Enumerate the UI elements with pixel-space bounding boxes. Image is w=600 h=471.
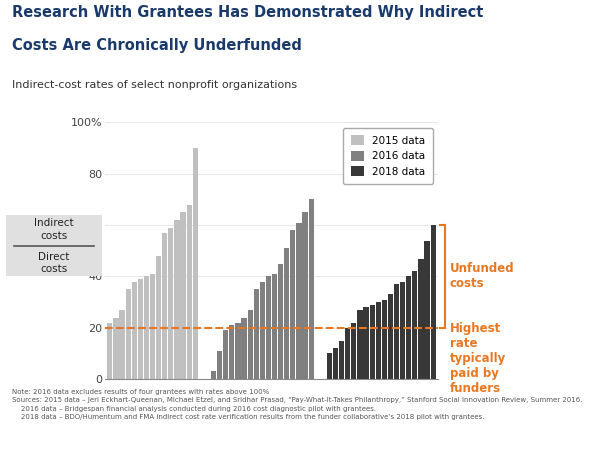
Text: Direct
costs: Direct costs	[38, 252, 70, 274]
Bar	[217, 351, 222, 379]
Bar	[376, 302, 381, 379]
Bar	[266, 276, 271, 379]
Bar	[211, 372, 216, 379]
Text: Note: 2016 data excludes results of four grantees with rates above 100%
Sources:: Note: 2016 data excludes results of four…	[12, 389, 583, 420]
Text: Research With Grantees Has Demonstrated Why Indirect: Research With Grantees Has Demonstrated …	[12, 5, 484, 20]
Bar	[150, 274, 155, 379]
Bar	[131, 282, 137, 379]
Bar	[107, 323, 112, 379]
Text: Highest
rate
typically
paid by
funders: Highest rate typically paid by funders	[450, 322, 506, 395]
Bar	[162, 233, 167, 379]
Bar	[278, 264, 283, 379]
Bar	[302, 212, 308, 379]
Bar	[308, 199, 314, 379]
Bar	[241, 317, 247, 379]
Text: Indirect-cost rates of select nonprofit organizations: Indirect-cost rates of select nonprofit …	[12, 80, 297, 90]
Bar	[138, 279, 143, 379]
Bar	[119, 310, 125, 379]
Bar	[272, 274, 277, 379]
Bar	[400, 282, 405, 379]
Text: Costs Are Chronically Underfunded: Costs Are Chronically Underfunded	[12, 38, 302, 53]
Bar	[424, 241, 430, 379]
Bar	[248, 310, 253, 379]
Bar	[339, 341, 344, 379]
Text: Unfunded
costs: Unfunded costs	[450, 262, 515, 291]
Bar	[156, 256, 161, 379]
Bar	[235, 323, 241, 379]
Bar	[168, 227, 173, 379]
Bar	[327, 353, 332, 379]
Bar	[113, 317, 119, 379]
Bar	[412, 271, 418, 379]
Bar	[406, 276, 412, 379]
Bar	[382, 300, 387, 379]
Bar	[175, 220, 179, 379]
Bar	[284, 248, 289, 379]
Bar	[187, 204, 192, 379]
Text: Indirect
costs: Indirect costs	[34, 219, 74, 241]
Bar	[418, 259, 424, 379]
Legend: 2015 data, 2016 data, 2018 data: 2015 data, 2016 data, 2018 data	[343, 128, 433, 184]
Bar	[351, 323, 356, 379]
Bar	[370, 305, 375, 379]
Bar	[364, 307, 368, 379]
Bar	[260, 282, 265, 379]
Bar	[358, 310, 362, 379]
Bar	[296, 223, 302, 379]
Bar	[125, 289, 131, 379]
Bar	[388, 294, 393, 379]
Bar	[333, 349, 338, 379]
Bar	[193, 148, 198, 379]
Bar	[144, 276, 149, 379]
Bar	[345, 328, 350, 379]
Bar	[431, 225, 436, 379]
Bar	[254, 289, 259, 379]
Bar	[223, 330, 229, 379]
Bar	[181, 212, 185, 379]
Bar	[394, 284, 399, 379]
Bar	[229, 325, 235, 379]
Bar	[290, 230, 295, 379]
